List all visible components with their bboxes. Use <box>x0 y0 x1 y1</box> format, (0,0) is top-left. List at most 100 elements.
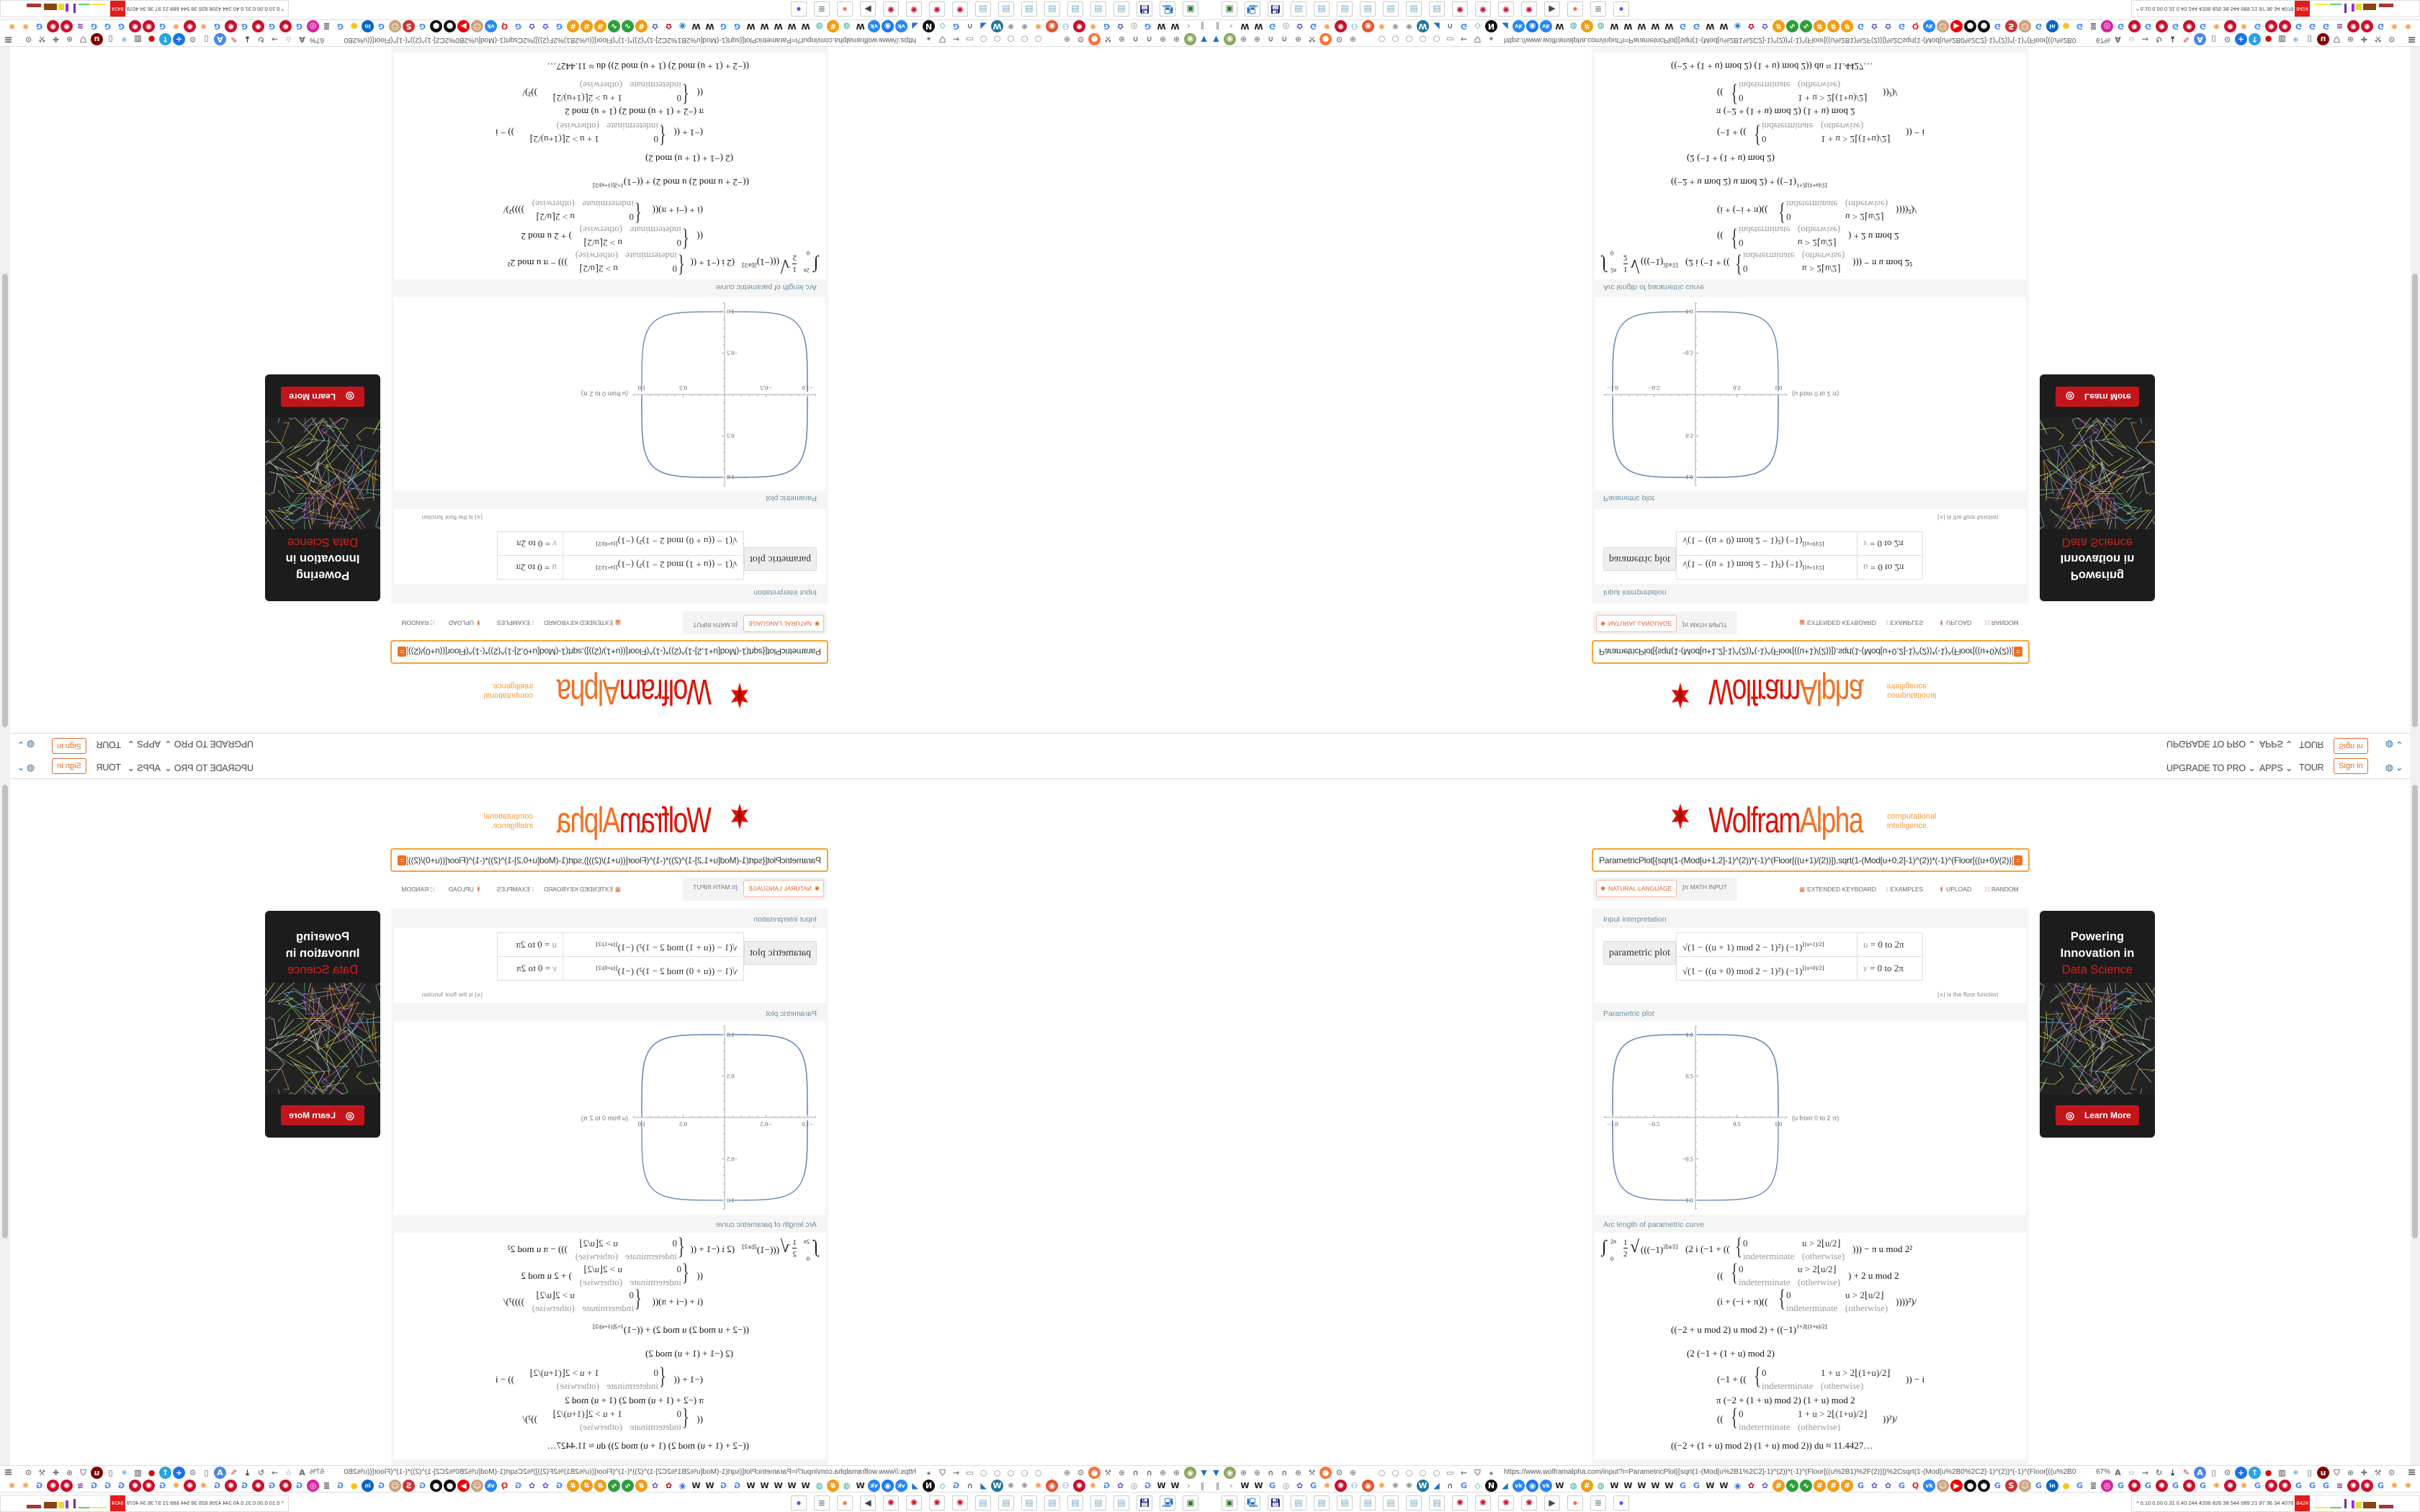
upload-button[interactable]: ⬆UPLOAD <box>449 618 481 626</box>
wolfram-red-icon[interactable]: ✺ <box>279 19 292 32</box>
examples-button[interactable]: ⁞EXAMPLES <box>1886 886 1923 893</box>
green-wave-icon[interactable]: ∿ <box>622 1480 634 1493</box>
purple-flower-icon[interactable]: ✿ <box>1870 21 1878 31</box>
taskbar-wolfram-icon[interactable]: ✺ <box>929 1 945 17</box>
radio-icon[interactable]: ◉ <box>1362 1480 1374 1493</box>
headphones-icon[interactable]: ∩ <box>1146 34 1152 44</box>
orange-hash-icon[interactable]: # <box>594 19 606 32</box>
vk-icon[interactable]: vk <box>485 1480 497 1493</box>
youtube-icon[interactable]: ▶ <box>457 19 470 32</box>
hamburger-menu-icon[interactable]: ≡ <box>4 33 13 45</box>
wolfram-orange-icon[interactable]: ✺ <box>22 21 30 31</box>
google-icon[interactable]: G <box>1103 1481 1111 1491</box>
plus-icon[interactable]: + <box>2235 32 2247 45</box>
nbc-icon[interactable]: N <box>923 1480 935 1493</box>
funnel-icon[interactable]: ▼ <box>1201 34 1207 44</box>
star-icon[interactable]: ☆ <box>2128 34 2136 44</box>
network-icon[interactable]: ✳ <box>120 34 128 44</box>
diamond-icon[interactable]: ◇ <box>939 21 946 31</box>
google-icon[interactable]: G <box>1460 21 1468 31</box>
google-icon[interactable]: G <box>555 21 563 31</box>
dot-icon[interactable]: ○ <box>1034 1468 1042 1478</box>
dot-icon[interactable]: ○ <box>1021 34 1028 44</box>
gear-icon[interactable]: ⚙ <box>2223 1468 2231 1478</box>
green-wave-icon[interactable]: ∿ <box>1800 19 1812 32</box>
face-icon[interactable]: ☺ <box>1937 19 1949 32</box>
wolfram-red-icon[interactable]: ✺ <box>2361 1480 2373 1493</box>
wikipedia-icon[interactable]: W <box>691 1481 701 1491</box>
google-icon[interactable]: G <box>2295 21 2303 31</box>
wolfram-red-icon[interactable]: ✺ <box>2128 1480 2141 1493</box>
search-input[interactable]: ParametricPlot[{sqrt(1-(Mod[u+1,2]-1)^(2… <box>390 640 828 664</box>
play-ring-icon[interactable]: ◉ <box>1734 21 1742 31</box>
wrench-icon[interactable]: ⚒ <box>1308 34 1316 44</box>
taskbar-scroll-icon[interactable]: ≣ <box>814 1 830 17</box>
globe-outline-icon[interactable]: ⊕ <box>1118 34 1126 44</box>
globe-outline-icon[interactable]: ⊕ <box>1294 34 1302 44</box>
trash-icon[interactable]: ▥ <box>134 34 142 44</box>
instagram-icon[interactable]: ◎ <box>307 1480 319 1493</box>
wolfram-red-icon[interactable]: ✺ <box>2265 1480 2277 1493</box>
wolfram-red-icon[interactable]: ✺ <box>2279 1480 2291 1493</box>
taskbar-notepad-icon[interactable]: ▤ <box>1291 1 1307 17</box>
taskbar-terminal-icon[interactable]: ▣ <box>1222 1495 1237 1511</box>
wikipedia-icon[interactable]: W <box>746 21 756 31</box>
upload-blue-icon[interactable]: ↑ <box>2249 32 2261 45</box>
scrollbar-thumb[interactable] <box>2412 274 2418 727</box>
google-icon[interactable]: G <box>2377 21 2385 31</box>
red-flower-icon[interactable]: ✿ <box>1747 21 1755 31</box>
globe-icon[interactable]: ◍ <box>815 1481 823 1491</box>
wikipedia-icon[interactable]: W <box>1623 21 1633 31</box>
orange-hash-icon[interactable]: # <box>1581 1480 1593 1493</box>
google-icon[interactable]: G <box>952 21 960 31</box>
taskbar-notepad-icon[interactable]: ▤ <box>1406 1495 1422 1511</box>
black-dots-icon[interactable]: ● <box>1964 1480 1976 1493</box>
taskbar-computer-icon[interactable]: 🖳︎ <box>1160 1 1175 17</box>
dot-icon[interactable]: ○ <box>993 1468 1001 1478</box>
zoom-level[interactable]: 67% <box>2096 1468 2111 1476</box>
headphones-icon[interactable]: ∩ <box>1281 34 1288 44</box>
hamburger-menu-icon[interactable]: ≡ <box>2407 1467 2416 1479</box>
google-icon[interactable]: G <box>2035 21 2043 31</box>
search-input[interactable]: ParametricPlot[{sqrt(1-(Mod[u+1,2]-1)^(2… <box>390 848 828 872</box>
upload-button[interactable]: ⬆UPLOAD <box>449 886 481 894</box>
wikipedia-icon[interactable]: W <box>787 21 797 31</box>
wolfram-orange-icon[interactable]: ✺ <box>1378 1481 1386 1491</box>
upload-button[interactable]: ⬆UPLOAD <box>1939 618 1971 626</box>
parametric-plot-chart[interactable]: −1.0−0.50.51.01.00.5−0.5−1.0(u from 0 to… <box>392 1022 828 1215</box>
sr-red-icon[interactable]: S <box>2005 19 2017 32</box>
wolfram-red-icon[interactable]: ✺ <box>225 1480 237 1493</box>
vk-icon[interactable]: vk <box>1540 19 1552 32</box>
wikipedia-icon[interactable]: W <box>1157 1481 1166 1491</box>
globe-outline-icon[interactable]: ⊕ <box>1159 1468 1167 1478</box>
globe-icon[interactable]: ◍ <box>1597 1481 1605 1491</box>
learn-more-button[interactable]: ◎ Learn More <box>2056 387 2139 407</box>
taskbar-notepad-icon[interactable]: ▤ <box>975 1495 991 1511</box>
face-icon[interactable]: ☺ <box>471 19 483 32</box>
youtube-icon[interactable]: ▶ <box>1950 1480 1963 1493</box>
gray-gear-icon[interactable]: ✺ <box>1007 21 1015 31</box>
blue-wave-icon[interactable]: ◢ <box>1502 1481 1508 1491</box>
wikipedia-icon[interactable]: W <box>1623 1481 1633 1491</box>
face-icon[interactable]: ☺ <box>389 1480 401 1493</box>
yellow-blob-icon[interactable]: ● <box>2062 21 2070 31</box>
google-icon[interactable]: G <box>733 21 741 31</box>
taskbar-firefox-icon[interactable]: ● <box>837 1495 853 1511</box>
blue-wave-icon[interactable]: ◢ <box>1502 21 1508 31</box>
wrench-icon[interactable]: ⚒ <box>1104 34 1112 44</box>
orange-hash-icon[interactable]: # <box>567 19 579 32</box>
wolfram-orange-icon[interactable]: ✺ <box>172 21 180 31</box>
google-icon[interactable]: G <box>117 21 125 31</box>
globe-outline-icon[interactable]: ⊕ <box>66 34 73 44</box>
address-bar[interactable]: https://www.wolframalpha.com/input?i=Par… <box>1504 36 2076 44</box>
google-icon[interactable]: G <box>241 21 248 31</box>
google-icon[interactable]: G <box>1460 1481 1468 1491</box>
translate-blue-icon[interactable]: A <box>2194 32 2206 45</box>
pause-icon[interactable]: ‖ <box>1215 1481 1220 1491</box>
purple-flower-icon[interactable]: ✿ <box>1884 1481 1892 1491</box>
natural-language-tab[interactable]: ✺ NATURAL LANGUAGE <box>743 615 824 632</box>
reload-icon[interactable]: ↻ <box>2155 1468 2163 1478</box>
orange-hash-icon[interactable]: # <box>1814 1480 1826 1493</box>
upload-button[interactable]: ⬆UPLOAD <box>1939 886 1971 894</box>
